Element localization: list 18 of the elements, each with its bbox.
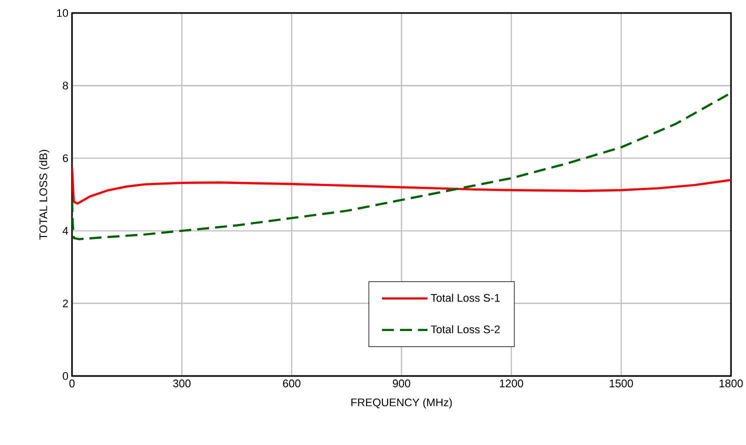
legend-label: Total Loss S-1 <box>430 294 500 302</box>
line-series <box>72 92 732 240</box>
x-tick-label: 0 <box>69 380 75 388</box>
y-tick-label: 8 <box>62 82 68 90</box>
x-tick-label: 1500 <box>610 380 633 388</box>
x-tick-label: 1800 <box>720 380 743 388</box>
y-tick-label: 4 <box>62 227 68 235</box>
x-tick-label: 600 <box>283 380 300 388</box>
y-axis-title: TOTAL LOSS (dB) <box>39 150 50 240</box>
x-axis-title: FREQUENCY (MHz) <box>351 398 452 408</box>
x-tick-label: 1200 <box>500 380 524 388</box>
legend-label: Total Loss S-2 <box>430 325 500 334</box>
y-tick-label: 10 <box>57 9 68 17</box>
y-tick-label: 0 <box>62 372 68 380</box>
x-tick-label: 300 <box>173 380 191 388</box>
y-tick-label: 2 <box>62 300 68 308</box>
y-tick-label: 6 <box>62 154 68 162</box>
x-tick-label: 900 <box>392 380 410 388</box>
